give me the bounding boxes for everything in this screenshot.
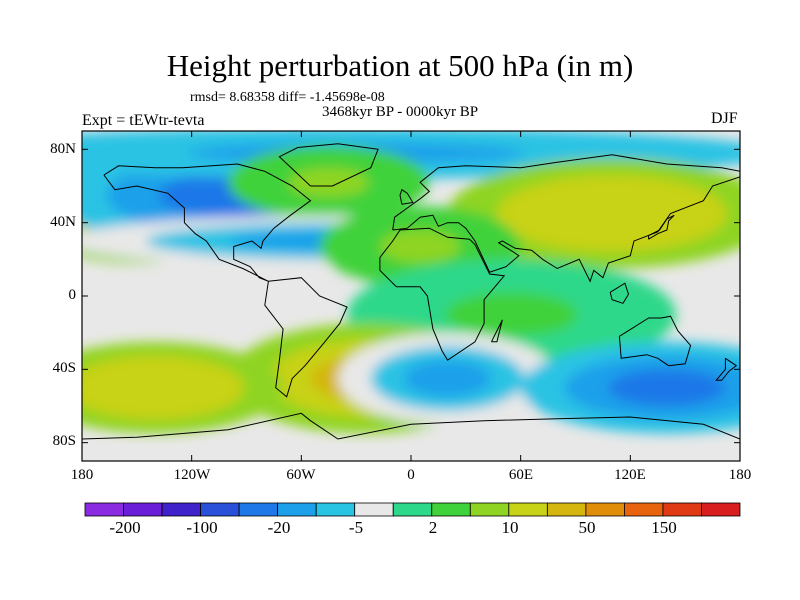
colorbar-swatch xyxy=(662,502,702,517)
colorbar-swatch xyxy=(546,502,587,517)
coastline xyxy=(379,227,506,361)
experiment-label: Expt = tEWtr-tevta xyxy=(82,112,205,129)
colorbar-swatch xyxy=(431,502,471,517)
coastline xyxy=(618,315,692,367)
colorbar-swatch xyxy=(354,502,394,517)
colorbar-label: 150 xyxy=(651,518,677,537)
coastline xyxy=(399,188,414,205)
colorbar-label: -20 xyxy=(267,518,291,537)
colorbar-label: 50 xyxy=(578,518,596,537)
axis-ticks xyxy=(81,131,741,461)
colorbar-swatch xyxy=(200,502,240,517)
colorbar-swatch xyxy=(315,502,356,517)
period-label: 3468kyr BP - 0000kyr BP xyxy=(322,104,479,120)
coastline xyxy=(103,163,312,282)
colorbar-swatch xyxy=(701,502,741,517)
coastline xyxy=(609,282,630,304)
lon-tick-label: 120E xyxy=(614,467,646,483)
contour-blob xyxy=(103,369,207,406)
coastline xyxy=(82,412,740,440)
lon-tick-label: 180 xyxy=(70,467,94,483)
lon-tick-label: 60E xyxy=(508,467,534,483)
colorbar-swatch xyxy=(508,502,548,517)
colorbar-swatch xyxy=(624,502,664,517)
colorbar-swatch xyxy=(392,502,433,517)
colorbar-swatch xyxy=(585,502,625,517)
lat-tick-label: 0 xyxy=(68,287,77,303)
colorbar-swatch xyxy=(123,502,163,517)
colorbar-swatch xyxy=(84,502,124,517)
contour-blob xyxy=(403,360,492,397)
lon-tick-label: 60W xyxy=(286,467,316,483)
lat-tick-label: 40S xyxy=(52,360,76,376)
coastlines xyxy=(82,143,740,440)
colorbar xyxy=(84,502,741,517)
stats-text: rmsd= 8.68358 diff= -1.45698e-08 xyxy=(190,90,385,105)
coastline xyxy=(278,143,379,187)
contour-blob xyxy=(288,167,369,197)
contour-blob xyxy=(546,191,678,236)
colorbar-label: -200 xyxy=(109,518,141,537)
colorbar-label: -100 xyxy=(186,518,218,537)
lat-tick-label: 80S xyxy=(52,433,76,449)
colorbar-swatch xyxy=(277,502,317,517)
lon-tick-label: 120W xyxy=(173,467,211,483)
coastline xyxy=(264,277,348,398)
lat-tick-label: 40N xyxy=(50,214,76,230)
coastline xyxy=(490,319,503,343)
lon-tick-label: 180 xyxy=(728,467,752,483)
lon-tick-label: 0 xyxy=(407,467,415,483)
colorbar-label: -5 xyxy=(348,518,364,537)
plot-title: Height perturbation at 500 hPa (in m) xyxy=(166,48,634,83)
contour-blob xyxy=(608,369,726,406)
lat-tick-label: 80N xyxy=(50,141,76,157)
colorbar-label: 2 xyxy=(428,518,438,537)
contour-blob xyxy=(379,230,461,263)
colorbar-swatch xyxy=(238,502,279,517)
coastline xyxy=(715,357,738,381)
colorbar-label: 10 xyxy=(501,518,519,537)
coastline xyxy=(648,214,675,240)
colorbar-swatch xyxy=(161,502,201,517)
coastline xyxy=(392,154,740,283)
colorbar-swatch xyxy=(469,502,510,517)
season-label: DJF xyxy=(711,110,738,127)
contour-blob xyxy=(445,292,578,337)
